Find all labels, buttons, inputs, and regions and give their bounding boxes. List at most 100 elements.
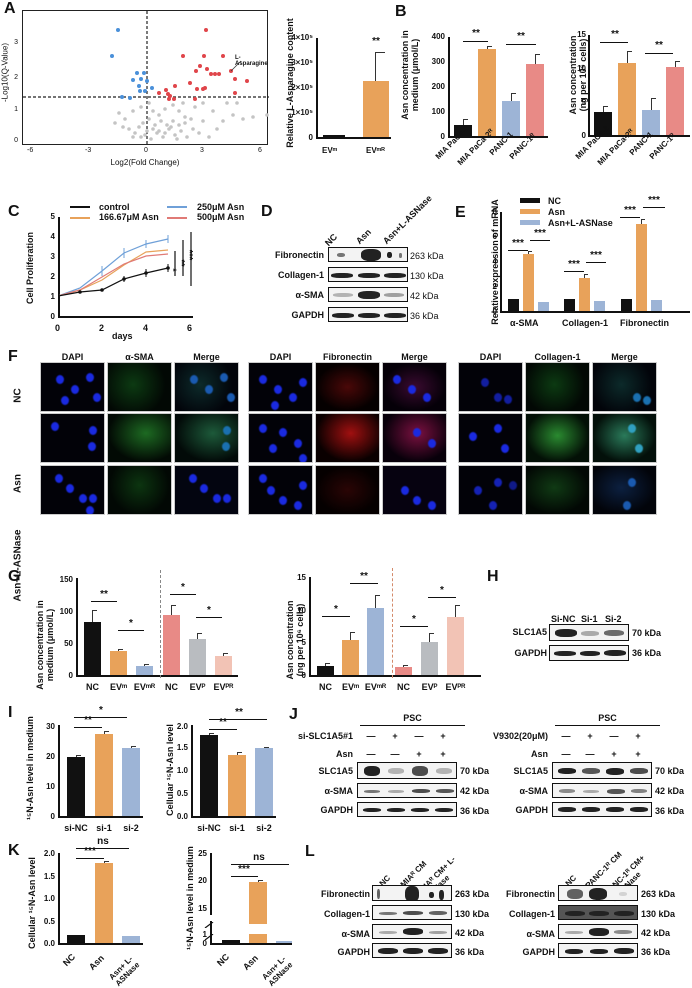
bar	[618, 63, 636, 135]
sign: +	[635, 749, 641, 759]
blot-asma	[328, 287, 408, 302]
ytick: 4	[50, 232, 55, 241]
if-image-asnl-dapi-2	[248, 465, 313, 515]
if-image-asnl-merge-2	[382, 465, 447, 515]
ytick: 4	[492, 257, 497, 266]
blot-fibronectin	[328, 247, 408, 262]
error-bar	[92, 610, 97, 622]
xtick: 0	[55, 323, 61, 333]
bar	[666, 67, 684, 135]
axis-break	[203, 927, 217, 941]
if-image-nc-collagen	[525, 362, 590, 412]
i1-xaxis	[58, 816, 143, 818]
if-image-asnl-merge	[174, 465, 239, 515]
if-image-asn-merge-3	[592, 413, 657, 463]
error-bar	[641, 219, 645, 224]
b2-yaxis	[588, 35, 590, 136]
ytick: 10	[46, 782, 55, 791]
b1-xaxis	[448, 136, 548, 138]
column-header: Merge	[401, 352, 428, 362]
significance-mark: ***	[184, 249, 195, 261]
ytick: 4×10⁵	[291, 33, 313, 42]
blot-row-label: Fibronectin	[506, 889, 555, 899]
xtick: si-2	[123, 823, 139, 833]
if-image-asnl-fibronectin	[315, 465, 380, 515]
bar	[447, 617, 464, 675]
column-header: DAPI	[61, 352, 84, 362]
blot-row-label: α-SMA	[295, 290, 324, 300]
c-yaxis	[58, 217, 60, 317]
error-bar	[463, 119, 468, 125]
sign: +	[611, 749, 617, 759]
l-asparagine-annotation: L-Asparagine	[235, 55, 268, 67]
ytick: 150	[59, 575, 73, 584]
sig-line	[74, 717, 127, 719]
column-header: Merge	[193, 352, 220, 362]
blot-gapdh-h	[549, 645, 629, 661]
sign: —	[414, 731, 424, 741]
if-image-asn-merge-2	[382, 413, 447, 463]
lane-label: Si-2	[605, 614, 622, 624]
kda-label: 36 kDa	[632, 648, 662, 658]
blot-row-label: α-SMA	[324, 786, 353, 796]
xtick: NC	[60, 951, 78, 968]
g2-xaxis	[309, 675, 481, 677]
sig-line	[645, 53, 673, 55]
xtick: si-NC	[197, 823, 221, 833]
panel-label-g: G	[8, 568, 21, 585]
kda-label: 42 kDa	[455, 928, 485, 938]
significance-mark: ***	[624, 205, 636, 216]
bar	[276, 941, 292, 943]
ytick: 0.0	[43, 939, 55, 948]
sig-line	[231, 864, 289, 866]
xtick: NC	[397, 682, 410, 692]
bar	[95, 734, 113, 816]
bar	[594, 112, 612, 135]
if-image-asnl-collagen	[525, 465, 590, 515]
kda-label: 70 kDa	[632, 628, 662, 638]
ytick: 1	[14, 106, 18, 113]
error-bar	[528, 251, 532, 254]
ytick: 2	[492, 282, 497, 291]
bar	[95, 863, 113, 943]
if-image-asn-merge	[174, 413, 239, 463]
i1-yaxis	[58, 725, 60, 817]
bar	[67, 757, 85, 816]
significance-mark: **	[235, 707, 243, 718]
sign: —	[561, 749, 571, 759]
sig-line	[506, 44, 536, 46]
if-image-asnl-dapi-3	[458, 465, 523, 515]
if-image-asnl-asma	[107, 465, 172, 515]
error-bar	[584, 274, 588, 278]
significance-mark: *	[440, 585, 444, 596]
ytick: 30	[46, 722, 55, 731]
sign: +	[635, 731, 641, 741]
significance-mark: **	[517, 31, 525, 42]
blot-row-label: GAPDH	[291, 310, 324, 320]
kda-label: 263 kDa	[641, 889, 676, 899]
significance-mark: *	[99, 705, 103, 716]
significance-mark: ***	[590, 250, 602, 261]
kda-label: 42 kDa	[410, 291, 439, 301]
blot-l-collagen	[372, 905, 452, 920]
axis-break	[203, 915, 217, 929]
if-image-nc-fibronectin	[315, 362, 380, 412]
ytick: 8	[492, 207, 497, 216]
error-bar	[264, 747, 269, 748]
error-bar	[237, 752, 242, 755]
g1-yaxis	[76, 578, 78, 676]
sig-line	[530, 240, 550, 242]
panel-label-b: B	[395, 3, 407, 20]
sign: +	[440, 749, 446, 759]
if-image-nc-merge-2	[382, 362, 447, 412]
significance-mark: ***	[648, 195, 660, 206]
bar	[367, 608, 384, 675]
significance-mark: *	[412, 614, 416, 625]
significance-mark: **	[219, 717, 227, 728]
e-legend: NC Asn Asn+L-ASNase	[520, 196, 670, 232]
panel-label-a: A	[4, 0, 16, 17]
sign: —	[609, 731, 619, 741]
ytick: 100	[59, 607, 73, 616]
bar	[200, 735, 218, 816]
xtick: α-SMA	[510, 318, 539, 328]
